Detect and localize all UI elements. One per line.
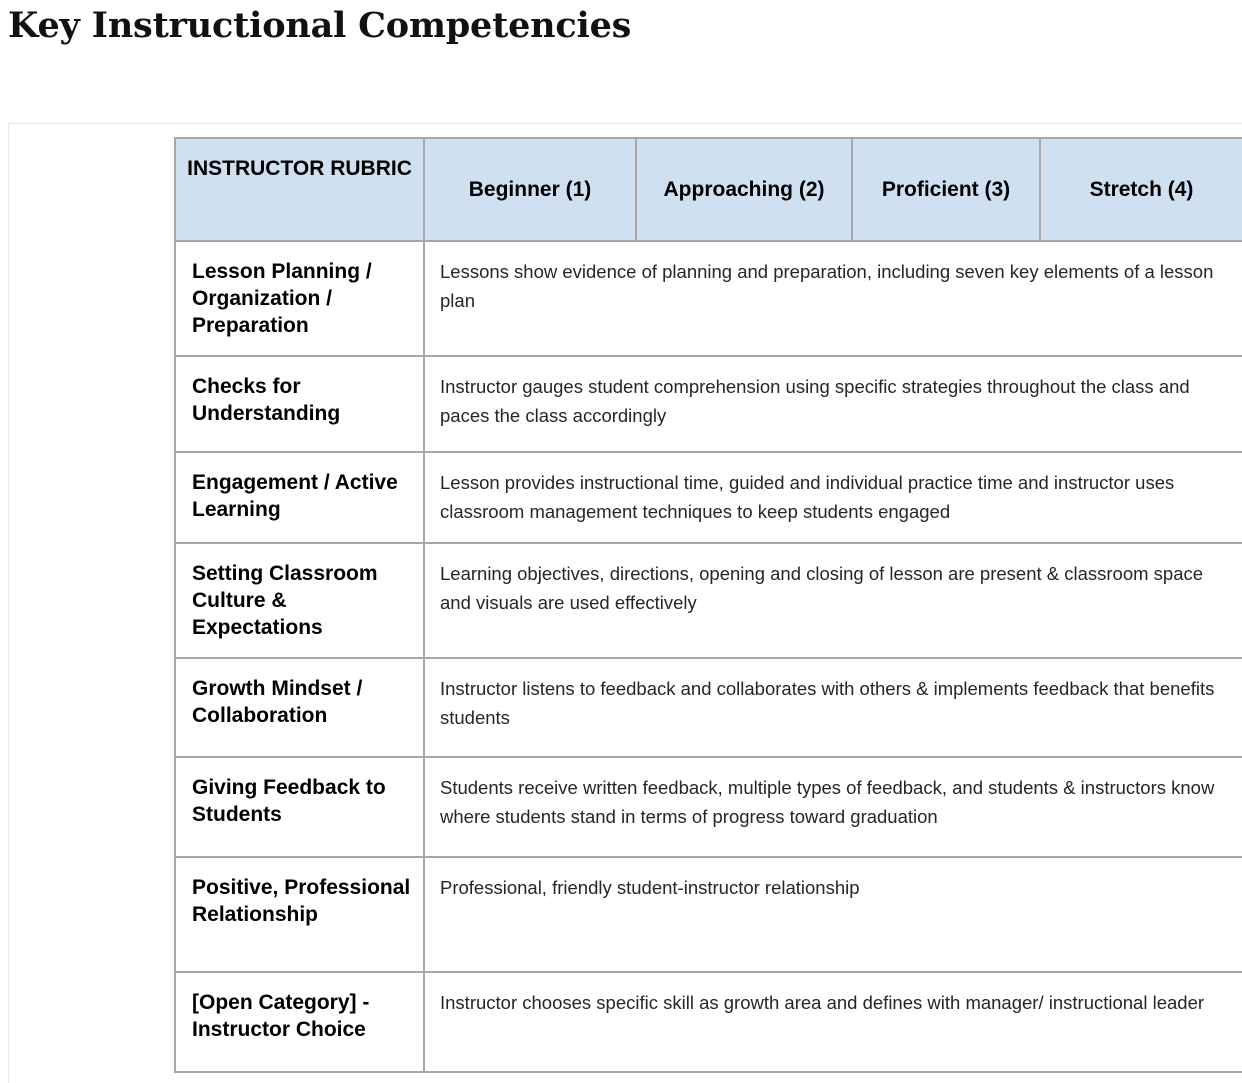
table-row: Engagement / Active Learning Lesson prov… xyxy=(174,451,1242,544)
competency-description: Professional, friendly student-instructo… xyxy=(423,856,1242,973)
competency-description: Lessons show evidence of planning and pr… xyxy=(423,240,1242,357)
table-row: [Open Category] - Instructor Choice Inst… xyxy=(174,971,1242,1073)
rubric-header-label: INSTRUCTOR RUBRIC xyxy=(174,137,425,242)
table-row: Growth Mindset / Collaboration Instructo… xyxy=(174,657,1242,758)
rubric-header-row: INSTRUCTOR RUBRIC Beginner (1) Approachi… xyxy=(174,137,1242,242)
competency-category: Positive, Professional Relationship xyxy=(174,856,425,973)
competency-category: Growth Mindset / Collaboration xyxy=(174,657,425,758)
competency-description: Instructor listens to feedback and colla… xyxy=(423,657,1242,758)
competency-description: Instructor gauges student comprehension … xyxy=(423,355,1242,453)
competency-description: Lesson provides instructional time, guid… xyxy=(423,451,1242,544)
instructor-rubric-table: INSTRUCTOR RUBRIC Beginner (1) Approachi… xyxy=(174,137,1242,1073)
table-row: Setting Classroom Culture & Expectations… xyxy=(174,542,1242,659)
table-row: Lesson Planning / Organization / Prepara… xyxy=(174,240,1242,357)
level-header-stretch: Stretch (4) xyxy=(1039,137,1242,242)
level-header-beginner: Beginner (1) xyxy=(423,137,637,242)
competency-description: Learning objectives, directions, opening… xyxy=(423,542,1242,659)
level-header-proficient: Proficient (3) xyxy=(851,137,1041,242)
competency-category: [Open Category] - Instructor Choice xyxy=(174,971,425,1073)
competency-description: Students receive written feedback, multi… xyxy=(423,756,1242,858)
competency-category: Engagement / Active Learning xyxy=(174,451,425,544)
table-row: Positive, Professional Relationship Prof… xyxy=(174,856,1242,973)
level-header-approaching: Approaching (2) xyxy=(635,137,853,242)
content-frame xyxy=(8,123,1242,1083)
competency-category: Checks for Understanding xyxy=(174,355,425,453)
competency-description: Instructor chooses specific skill as gro… xyxy=(423,971,1242,1073)
competency-category: Setting Classroom Culture & Expectations xyxy=(174,542,425,659)
table-row: Checks for Understanding Instructor gaug… xyxy=(174,355,1242,453)
table-row: Giving Feedback to Students Students rec… xyxy=(174,756,1242,858)
competency-category: Lesson Planning / Organization / Prepara… xyxy=(174,240,425,357)
page-title: Key Instructional Competencies xyxy=(8,5,632,46)
competency-category: Giving Feedback to Students xyxy=(174,756,425,858)
